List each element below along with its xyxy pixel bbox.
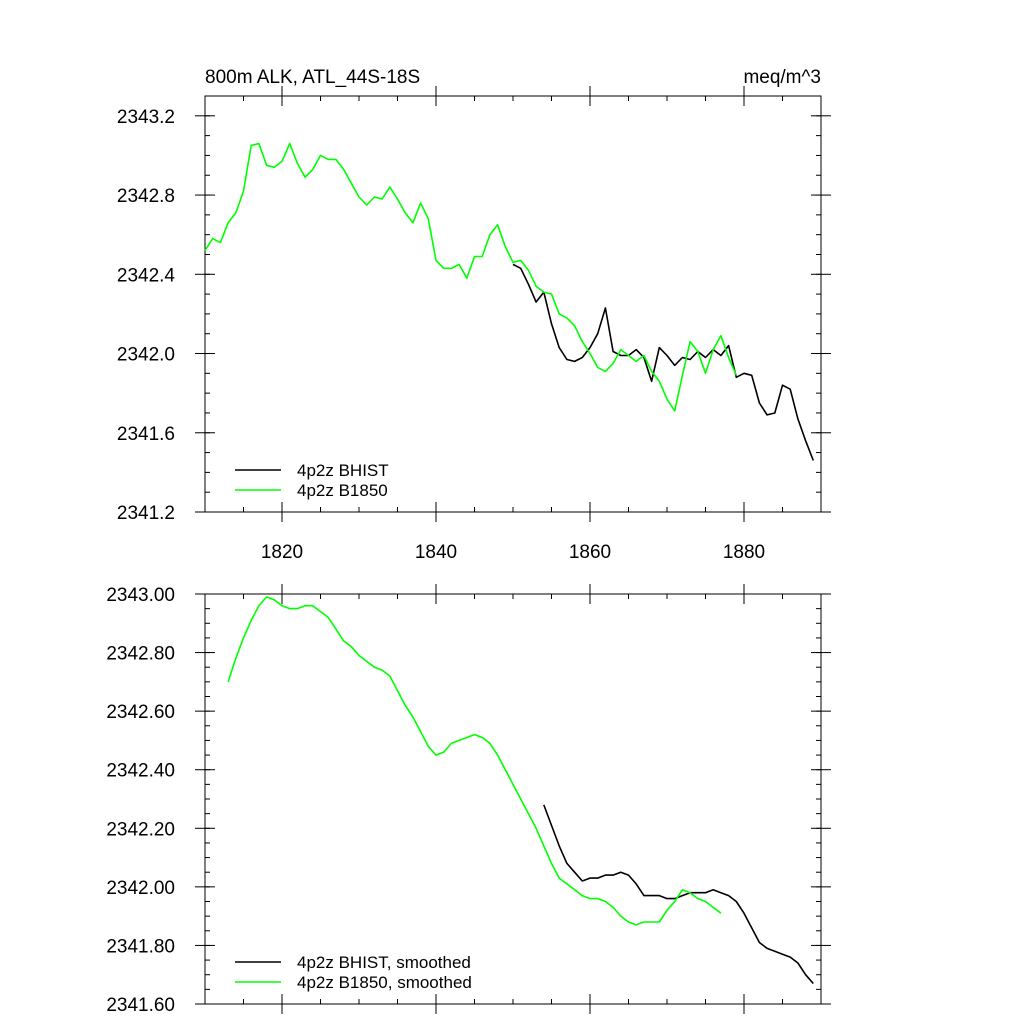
bottom-panel: 2341.60 2341.80 2342.00 2342.20 2342.40 2342.… xyxy=(106,584,831,1016)
y-tick-label: 2342.8 xyxy=(117,186,175,207)
y-tick-label: 2342.00 xyxy=(106,878,175,899)
y-tick-label: 2342.20 xyxy=(106,819,175,840)
y-tick-label: 2341.2 xyxy=(117,503,175,524)
top-plot-frame xyxy=(204,95,822,513)
bottom-legend: 4p2z BHIST, smoothed 4p2z B1850, smoothe… xyxy=(235,953,472,992)
y-tick-label: 2341.6 xyxy=(117,424,175,445)
y-tick-label: 2343.2 xyxy=(117,107,175,128)
bottom-tick-group: 2341.60 2341.80 2342.00 2342.20 2342.40 2342.… xyxy=(106,584,831,1016)
top-legend: 4p2z BHIST 4p2z B1850 xyxy=(235,461,389,500)
bottom-series-group xyxy=(227,596,814,985)
y-tick-label: 2342.40 xyxy=(106,761,175,782)
y-tick-label: 2341.80 xyxy=(106,936,175,957)
y-tick-label: 2342.4 xyxy=(117,265,176,286)
chart-title: 800m ALK, ATL_44S-18S xyxy=(205,67,420,88)
x-tick-label: 1860 xyxy=(569,542,611,563)
top-series-group xyxy=(204,142,815,461)
x-tick-label: 1840 xyxy=(415,542,457,563)
top-series-line-b1850 xyxy=(204,142,738,412)
x-tick-label: 1880 xyxy=(723,542,765,563)
y-tick-label: 2343.00 xyxy=(106,585,175,606)
top-tick-group: 1820 1840 1860 1880 2341.2 2341.6 2342.0 2342.4… xyxy=(117,86,831,563)
top-panel: 800m ALK, ATL_44S-18S meq/m^3 1820 1840 18… xyxy=(117,67,831,563)
legend-label-bhist-smoothed: 4p2z BHIST, smoothed xyxy=(297,953,471,972)
legend-label-b1850: 4p2z B1850 xyxy=(297,481,388,500)
y-tick-label: 2342.0 xyxy=(117,345,175,366)
legend-label-b1850-smoothed: 4p2z B1850, smoothed xyxy=(297,973,472,992)
x-tick-label: 1820 xyxy=(261,542,303,563)
top-series-line-bhist xyxy=(512,263,815,461)
y-tick-label: 2341.60 xyxy=(106,995,175,1016)
chart-units-label: meq/m^3 xyxy=(743,67,821,88)
legend-label-bhist: 4p2z BHIST xyxy=(297,461,389,480)
y-tick-label: 2342.60 xyxy=(106,702,175,723)
bottom-plot-frame xyxy=(204,593,822,1005)
y-tick-label: 2342.80 xyxy=(106,644,175,665)
bottom-series-line-b1850 xyxy=(227,596,722,926)
